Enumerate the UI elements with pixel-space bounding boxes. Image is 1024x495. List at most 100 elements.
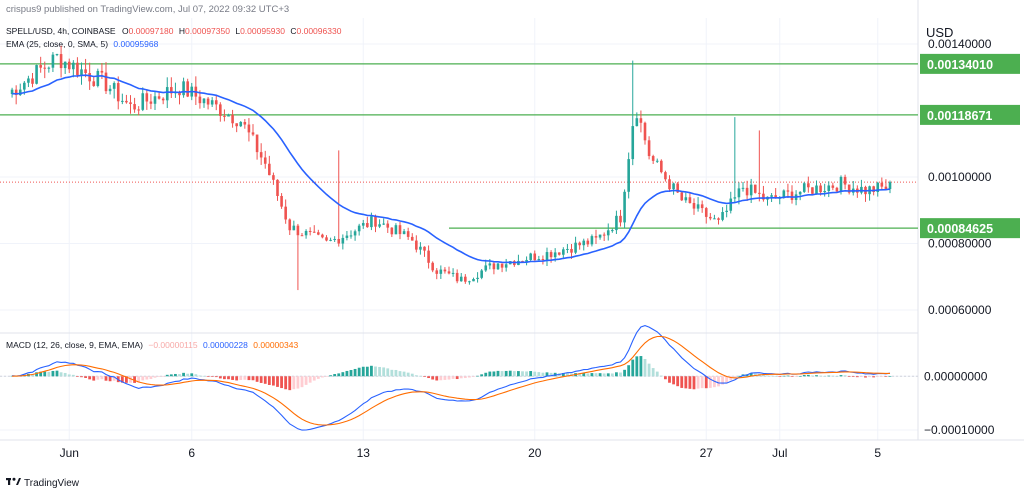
macd-hist-bar — [651, 368, 655, 377]
macd-hist-bar — [292, 376, 296, 390]
macd-hist-bar — [284, 376, 288, 390]
candle-body — [300, 235, 304, 237]
candle-body — [31, 78, 34, 84]
tradingview-logo-icon — [6, 477, 21, 485]
macd-hist-bar — [647, 363, 651, 377]
price-tick-label: 0.00140000 — [928, 37, 992, 51]
macd-hist-bar — [63, 372, 67, 377]
macd-hist-bar — [496, 370, 500, 377]
candle-body — [700, 204, 704, 209]
candle-body — [782, 190, 786, 198]
candle-body — [227, 114, 230, 117]
macd-hist-bar — [276, 376, 279, 387]
macd-hist-bar — [676, 376, 680, 387]
candle-body — [680, 192, 684, 201]
macd-line — [12, 325, 891, 431]
candle-body — [545, 252, 549, 261]
macd-hist-bar — [811, 375, 814, 377]
candle-body — [398, 225, 402, 235]
candle-body — [121, 100, 124, 102]
macd-hist-bar — [729, 376, 733, 381]
macd-hist-bar — [770, 375, 773, 377]
candle-body — [153, 96, 157, 104]
candle-body — [312, 231, 316, 233]
candle-body — [67, 61, 71, 70]
candle-body — [170, 87, 173, 94]
macd-hist-bar — [594, 373, 598, 377]
macd-hist-bar — [864, 376, 867, 378]
macd-hist-bar — [88, 376, 92, 380]
candle-body — [815, 185, 818, 194]
macd-hist-bar — [472, 376, 475, 377]
candle-body — [802, 183, 806, 192]
macd-hist-bar — [774, 376, 778, 377]
candle-body — [223, 115, 226, 117]
macd-hist-bar — [386, 368, 390, 377]
macd-hist-bar — [692, 376, 696, 390]
candle-body — [296, 225, 300, 236]
candle-body — [182, 81, 185, 96]
candle-body — [165, 87, 169, 101]
macd-hist-bar — [120, 376, 124, 383]
candle-body — [713, 218, 716, 220]
candle-body — [63, 61, 67, 69]
candle-body — [280, 195, 283, 207]
macd-hist-bar — [839, 375, 843, 377]
candle-body — [651, 156, 655, 161]
candle-body — [847, 184, 851, 193]
macd-hist-bar — [884, 376, 888, 377]
candle-body — [635, 118, 639, 127]
candle-body — [370, 216, 373, 228]
macd-hist-bar — [517, 371, 520, 377]
ohlc-c-key: C — [290, 26, 296, 36]
candle-body — [745, 187, 749, 196]
macd-hist-bar — [394, 369, 398, 377]
macd-hist-bar — [374, 366, 377, 377]
macd-hist-bar — [402, 371, 406, 377]
candle-body — [647, 140, 651, 157]
macd-hist-bar — [435, 376, 439, 381]
macd-hist-bar — [370, 365, 373, 377]
macd-hist-bar — [35, 372, 38, 377]
macd-hist-bar — [778, 376, 782, 377]
macd-hist-bar — [512, 371, 516, 377]
candle-body — [819, 185, 822, 193]
candle-body — [586, 240, 590, 245]
macd-hist-bar — [615, 372, 618, 377]
candle-body — [729, 198, 733, 211]
macd-hist-bar — [267, 376, 271, 385]
macd-hist-bar — [198, 375, 202, 377]
macd-hist-bar — [468, 376, 471, 378]
candle-body — [459, 276, 463, 282]
macd-hist-bar — [76, 376, 79, 377]
candle-body — [137, 109, 140, 111]
macd-hist-bar — [337, 373, 341, 377]
macd-tick-label: 0.00000000 — [924, 369, 988, 383]
currency-label: USD — [926, 25, 953, 40]
macd-hist-bar — [333, 374, 337, 377]
level-badge — [920, 53, 1020, 74]
candle-body — [733, 197, 737, 199]
macd-hist-bar — [227, 376, 230, 380]
macd-legend: MACD (12, 26, close, 9, EMA, EMA) −0.000… — [6, 340, 298, 350]
macd-hist-bar — [141, 376, 145, 381]
macd-hist-bar — [610, 373, 614, 377]
macd-hist-bar — [92, 376, 96, 381]
macd-hist-bar — [880, 376, 884, 377]
ema-value: 0.00095968 — [113, 39, 158, 49]
candle-body — [807, 183, 810, 188]
candle-body — [496, 263, 500, 270]
macd-hist-bar — [288, 376, 292, 391]
macd-hist-bar — [737, 375, 741, 377]
level-badges: 0.00134010 0.00118671 0.00084625 — [920, 53, 1020, 239]
candle-body — [549, 252, 553, 258]
macd-signal-line — [12, 335, 890, 426]
macd-hist-bar — [566, 373, 569, 377]
level-badge — [920, 104, 1020, 125]
candle-body — [741, 187, 745, 189]
macd-hist-bar — [696, 376, 700, 389]
published-caption: crispus9 published on TradingView.com, J… — [6, 4, 289, 15]
macd-hist-bar — [235, 376, 239, 381]
candle-body — [488, 263, 492, 266]
macd-hist-bar — [353, 368, 357, 377]
